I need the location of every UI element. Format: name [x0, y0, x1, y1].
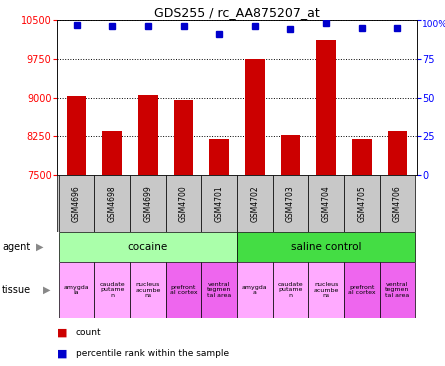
Text: GSM4700: GSM4700 — [179, 185, 188, 222]
Bar — [59, 262, 94, 318]
Bar — [201, 262, 237, 318]
Text: ventral
tegmen
tal area: ventral tegmen tal area — [385, 282, 409, 298]
Bar — [59, 175, 94, 232]
Text: GSM4702: GSM4702 — [251, 185, 259, 222]
Text: ▶: ▶ — [43, 285, 51, 295]
Text: prefront
al cortex: prefront al cortex — [170, 285, 197, 295]
Bar — [344, 175, 380, 232]
Text: GSM4699: GSM4699 — [143, 185, 152, 222]
Bar — [94, 175, 130, 232]
Bar — [67, 97, 86, 175]
Bar — [201, 175, 237, 232]
Bar — [237, 232, 415, 262]
Text: amygda
a: amygda a — [242, 285, 267, 295]
Text: ■: ■ — [57, 348, 68, 359]
Text: ■: ■ — [57, 328, 68, 337]
Text: caudate
putame
n: caudate putame n — [278, 282, 303, 298]
Text: GSM4706: GSM4706 — [393, 185, 402, 222]
Text: tissue: tissue — [2, 285, 31, 295]
Bar — [308, 175, 344, 232]
Bar — [380, 175, 415, 232]
Text: GSM4698: GSM4698 — [108, 185, 117, 222]
Text: ventral
tegmen
tal area: ventral tegmen tal area — [207, 282, 231, 298]
Bar — [237, 262, 273, 318]
Bar — [130, 175, 166, 232]
Text: GSM4701: GSM4701 — [214, 185, 224, 222]
Text: agent: agent — [2, 242, 30, 252]
Text: 100%: 100% — [422, 20, 445, 29]
Bar — [352, 139, 372, 175]
Text: GSM4704: GSM4704 — [322, 185, 331, 222]
Bar — [174, 100, 193, 175]
Text: prefront
al cortex: prefront al cortex — [348, 285, 376, 295]
Bar — [388, 131, 407, 175]
Bar — [59, 232, 237, 262]
Bar — [344, 262, 380, 318]
Bar — [380, 262, 415, 318]
Text: GSM4705: GSM4705 — [357, 185, 366, 222]
Title: GDS255 / rc_AA875207_at: GDS255 / rc_AA875207_at — [154, 6, 320, 19]
Bar — [166, 262, 201, 318]
Bar — [138, 95, 158, 175]
Bar — [308, 262, 344, 318]
Text: amygda
la: amygda la — [64, 285, 89, 295]
Bar — [210, 139, 229, 175]
Bar — [166, 175, 201, 232]
Text: cocaine: cocaine — [128, 242, 168, 252]
Bar — [94, 262, 130, 318]
Text: caudate
putame
n: caudate putame n — [99, 282, 125, 298]
Text: count: count — [76, 328, 101, 337]
Text: GSM4703: GSM4703 — [286, 185, 295, 222]
Text: percentile rank within the sample: percentile rank within the sample — [76, 349, 229, 358]
Bar — [130, 262, 166, 318]
Bar — [237, 175, 273, 232]
Bar — [316, 40, 336, 175]
Text: ▶: ▶ — [36, 242, 43, 252]
Text: GSM4696: GSM4696 — [72, 185, 81, 222]
Bar — [245, 59, 265, 175]
Text: nucleus
acumbe
ns: nucleus acumbe ns — [135, 282, 161, 298]
Bar — [102, 131, 122, 175]
Bar — [281, 135, 300, 175]
Text: saline control: saline control — [291, 242, 361, 252]
Bar — [273, 262, 308, 318]
Bar — [273, 175, 308, 232]
Text: nucleus
acumbe
ns: nucleus acumbe ns — [313, 282, 339, 298]
